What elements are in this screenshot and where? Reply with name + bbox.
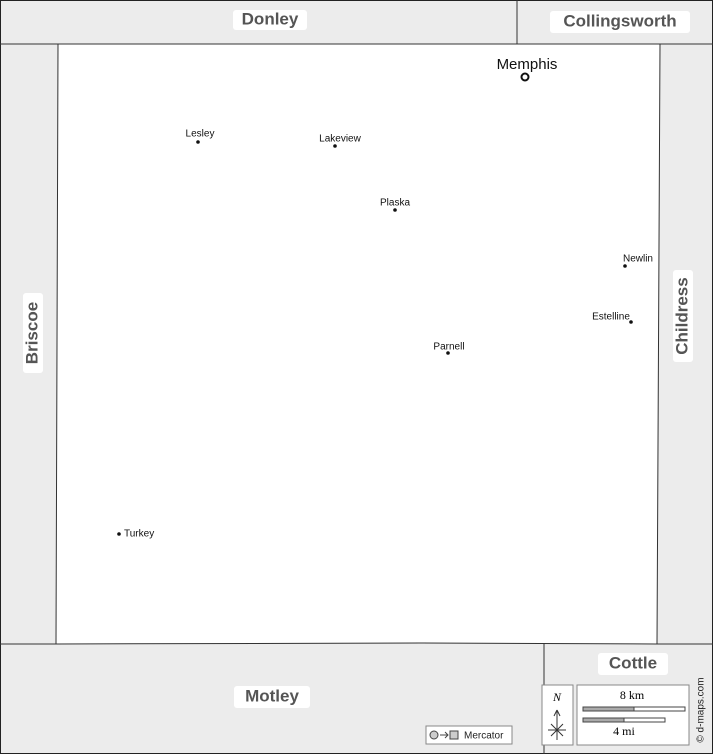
county-label: Briscoe bbox=[22, 302, 41, 364]
label-bg bbox=[233, 10, 307, 30]
towns: Lesley Lakeview Plaska Newlin Estelline … bbox=[117, 129, 653, 540]
scale-bar bbox=[582, 706, 635, 712]
seat-marker bbox=[520, 72, 530, 82]
town-marker bbox=[629, 320, 633, 324]
scale-label: 8 km bbox=[620, 688, 645, 702]
label-bg bbox=[673, 270, 693, 362]
county-label: Cottle bbox=[609, 653, 657, 672]
compass-rose bbox=[548, 709, 566, 740]
compass-label: N bbox=[552, 690, 562, 704]
town-label: Parnell bbox=[433, 342, 464, 353]
label-bg bbox=[550, 11, 690, 33]
label-bg bbox=[598, 653, 668, 675]
county-label: Collingsworth bbox=[563, 11, 676, 30]
label-bg bbox=[234, 686, 310, 708]
scale-bar bbox=[623, 717, 666, 723]
town-marker bbox=[333, 144, 337, 148]
projection-icon bbox=[429, 730, 439, 740]
projection-label: Mercator bbox=[464, 731, 504, 742]
scale-label: 4 mi bbox=[613, 724, 635, 738]
projection-box bbox=[425, 725, 513, 745]
town-label: Newlin bbox=[623, 254, 653, 265]
town-marker bbox=[623, 264, 627, 268]
credit: © d-maps.com bbox=[696, 677, 707, 742]
county-label: Childress bbox=[672, 277, 691, 354]
town-marker bbox=[196, 140, 200, 144]
hall-county bbox=[55, 43, 661, 645]
seat-label: Memphis bbox=[497, 56, 558, 73]
town-label: Turkey bbox=[124, 529, 154, 540]
scale-box bbox=[576, 684, 690, 746]
town-marker bbox=[393, 208, 397, 212]
projection-icon bbox=[440, 731, 449, 739]
town-label: Plaska bbox=[380, 198, 410, 209]
projection-icon bbox=[449, 730, 459, 740]
town-label: Estelline bbox=[592, 312, 630, 323]
town-marker bbox=[446, 351, 450, 355]
label-bg bbox=[23, 293, 43, 373]
county-label: Donley bbox=[242, 9, 299, 28]
county-label: Motley bbox=[245, 686, 299, 705]
town-label: Lesley bbox=[186, 129, 215, 140]
town-marker bbox=[117, 532, 121, 536]
town-label: Lakeview bbox=[319, 134, 361, 145]
